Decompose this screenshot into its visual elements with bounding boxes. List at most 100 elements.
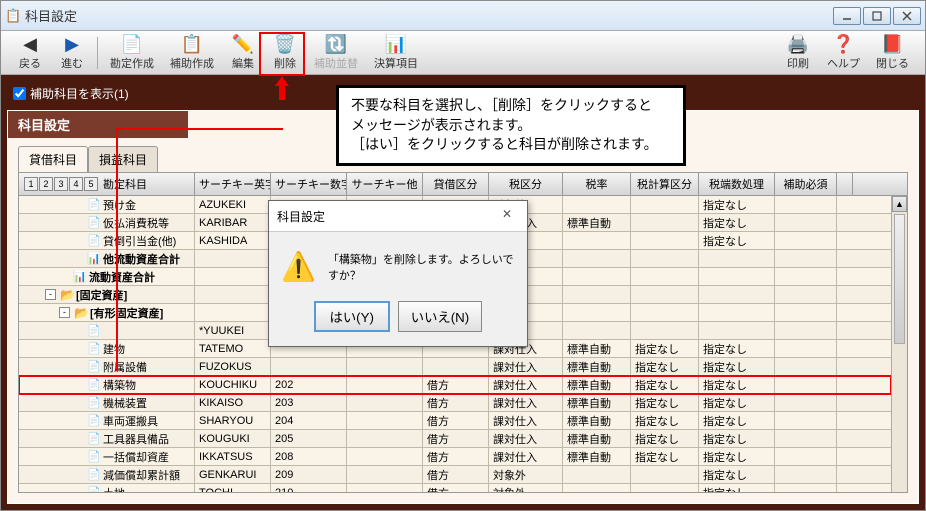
th-key2: サーチキー数字 — [271, 173, 347, 195]
cell — [271, 358, 347, 375]
dialog-buttons: はい(Y) いいえ(N) — [269, 301, 527, 346]
table-row[interactable]: 📄工具器具備品KOUGUKI205借方課対仕入標準自動指定なし指定なし — [19, 430, 891, 448]
cell — [347, 484, 423, 492]
level-button-2[interactable]: 2 — [39, 177, 53, 191]
scroll-thumb[interactable] — [894, 214, 905, 344]
cell: 標準自動 — [563, 376, 631, 393]
account-name: 貸倒引当金(他) — [103, 233, 176, 249]
tree-toggle[interactable]: - — [59, 307, 70, 318]
cell — [347, 358, 423, 375]
scrollbar-head — [837, 173, 853, 195]
no-button[interactable]: いいえ(N) — [398, 301, 483, 332]
tab-pl[interactable]: 損益科目 — [88, 146, 158, 172]
num-btns: 12345 — [23, 177, 99, 191]
level-button-3[interactable]: 3 — [54, 177, 68, 191]
table-row[interactable]: 📄附属設備FUZOKUS課対仕入標準自動指定なし指定なし — [19, 358, 891, 376]
level-button-4[interactable]: 4 — [69, 177, 83, 191]
create-account-button[interactable]: 📄勘定作成 — [102, 33, 162, 73]
level-button-5[interactable]: 5 — [84, 177, 98, 191]
confirm-dialog: 科目設定 ✕ ⚠️ 「構築物」を削除します。よろしいですか？ はい(Y) いいえ… — [268, 200, 528, 347]
forward-button[interactable]: ▶進む — [51, 33, 93, 73]
table-row[interactable]: 📄土地TOCHI210借方対象外指定なし — [19, 484, 891, 492]
aux-sort-button[interactable]: 🔃補助並替 — [306, 33, 366, 73]
table-row[interactable]: 📄一括償却資産IKKATSUS208借方課対仕入標準自動指定なし指定なし — [19, 448, 891, 466]
closing-label: 決算項目 — [374, 55, 418, 71]
cell: KOUCHIKU — [195, 376, 271, 393]
cell — [423, 358, 489, 375]
table-row[interactable]: 📄機械装置KIKAISO203借方課対仕入標準自動指定なし指定なし — [19, 394, 891, 412]
app-close-icon: 📕 — [881, 35, 903, 55]
create-account-label: 勘定作成 — [110, 55, 154, 71]
account-name: [有形固定資産] — [90, 305, 163, 321]
cell — [631, 304, 699, 321]
show-aux-label: 補助科目を表示(1) — [30, 85, 129, 102]
scrollbar[interactable]: ▲ — [891, 196, 907, 492]
create-account-icon: 📄 — [121, 35, 143, 55]
cell — [775, 196, 837, 213]
tree-toggle[interactable]: - — [45, 289, 56, 300]
minimize-button[interactable] — [833, 7, 861, 25]
create-aux-button[interactable]: 📋補助作成 — [162, 33, 222, 73]
cell: KARIBAR — [195, 214, 271, 231]
cell: 標準自動 — [563, 430, 631, 447]
closing-button[interactable]: 📊決算項目 — [366, 33, 426, 73]
level-button-1[interactable]: 1 — [24, 177, 38, 191]
item-icon: 📊 — [73, 270, 87, 283]
cell — [775, 304, 837, 321]
help-icon: ❓ — [832, 35, 854, 55]
back-button[interactable]: ◀戻る — [9, 33, 51, 73]
help-label: ヘルプ — [827, 55, 860, 71]
item-icon: 📄 — [87, 468, 101, 481]
window-title: 科目設定 — [25, 6, 833, 25]
maximize-button[interactable] — [863, 7, 891, 25]
create-aux-label: 補助作成 — [170, 55, 214, 71]
scroll-up-button[interactable]: ▲ — [892, 196, 907, 212]
cell — [775, 286, 837, 303]
cell — [699, 286, 775, 303]
dialog-close-button[interactable]: ✕ — [495, 207, 519, 225]
item-icon: 📄 — [87, 396, 101, 409]
cell — [775, 250, 837, 267]
cell: IKKATSUS — [195, 448, 271, 465]
cell — [563, 250, 631, 267]
close-button[interactable] — [893, 7, 921, 25]
cell: KOUGUKI — [195, 430, 271, 447]
cell: 205 — [271, 430, 347, 447]
panel-title: 科目設定 — [8, 111, 188, 138]
yes-button[interactable]: はい(Y) — [314, 301, 390, 332]
account-name: 建物 — [103, 341, 125, 357]
cell — [347, 376, 423, 393]
cell: SHARYOU — [195, 412, 271, 429]
show-aux-checkbox[interactable] — [13, 87, 26, 100]
delete-button[interactable]: 🗑️削除 — [264, 33, 306, 73]
print-button[interactable]: 🖨️印刷 — [777, 33, 819, 73]
help-button[interactable]: ❓ヘルプ — [819, 33, 868, 73]
cell: 203 — [271, 394, 347, 411]
table-row[interactable]: 📄車両運搬具SHARYOU204借方課対仕入標準自動指定なし指定なし — [19, 412, 891, 430]
cell — [347, 412, 423, 429]
cell: 指定なし — [699, 430, 775, 447]
cell: 指定なし — [631, 412, 699, 429]
aux-sort-icon: 🔃 — [325, 35, 347, 55]
cell: 204 — [271, 412, 347, 429]
cell — [775, 430, 837, 447]
cell-account: 📄附属設備 — [19, 358, 195, 375]
table-row[interactable]: 📄減価償却累計額GENKARUI209借方対象外指定なし — [19, 466, 891, 484]
table-row[interactable]: 📄構築物KOUCHIKU202借方課対仕入標準自動指定なし指定なし — [19, 376, 891, 394]
cell: 指定なし — [631, 376, 699, 393]
print-label: 印刷 — [787, 55, 809, 71]
cell: FUZOKUS — [195, 358, 271, 375]
cell: 指定なし — [631, 430, 699, 447]
dialog-titlebar: 科目設定 ✕ — [269, 201, 527, 232]
app-close-button[interactable]: 📕閉じる — [868, 33, 917, 73]
cell — [563, 232, 631, 249]
cell: 借方 — [423, 430, 489, 447]
callout-line3: ［はい］をクリックすると科目が削除されます。 — [351, 135, 671, 155]
cell: 課対仕入 — [489, 394, 563, 411]
cell — [699, 250, 775, 267]
cell — [195, 268, 271, 285]
tab-balance[interactable]: 貸借科目 — [18, 146, 88, 173]
edit-button[interactable]: ✏️編集 — [222, 33, 264, 73]
item-icon: 📄 — [87, 324, 101, 337]
cell: KASHIDA — [195, 232, 271, 249]
